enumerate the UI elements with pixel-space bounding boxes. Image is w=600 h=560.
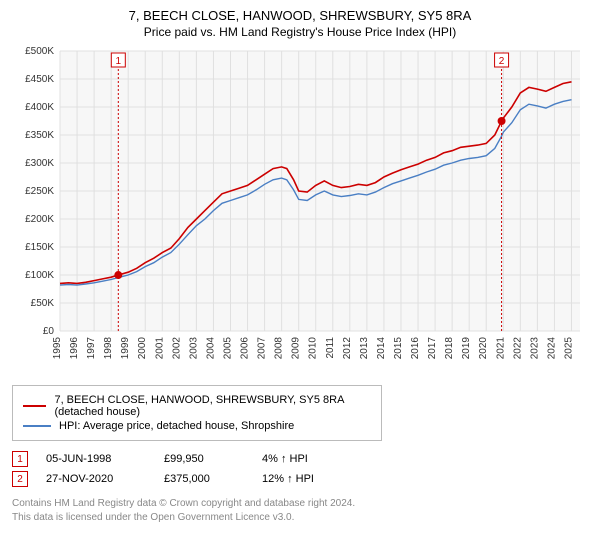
- legend-label: HPI: Average price, detached house, Shro…: [59, 420, 294, 432]
- svg-text:£500K: £500K: [25, 46, 54, 57]
- svg-text:2011: 2011: [325, 337, 336, 359]
- svg-text:2008: 2008: [274, 337, 285, 360]
- legend-label: 7, BEECH CLOSE, HANWOOD, SHREWSBURY, SY5…: [54, 394, 371, 418]
- price-vs-hpi-line-chart: £0 £50K £100K £150K £200K £250K £300K £350K £400…: [12, 45, 588, 375]
- transaction-badge: 2: [12, 471, 28, 487]
- svg-text:£150K: £150K: [25, 242, 54, 253]
- svg-text:2023: 2023: [529, 337, 540, 360]
- transaction-row: 1 05-JUN-1998 £99,950 4% ↑ HPI: [12, 451, 588, 467]
- svg-text:2006: 2006: [240, 337, 251, 360]
- svg-text:2022: 2022: [512, 337, 523, 360]
- svg-text:2010: 2010: [308, 337, 319, 360]
- svg-text:£250K: £250K: [25, 186, 54, 197]
- svg-text:2005: 2005: [222, 337, 233, 360]
- transactions-table: 1 05-JUN-1998 £99,950 4% ↑ HPI 2 27-NOV-2020 £…: [12, 451, 588, 487]
- svg-text:£400K: £400K: [25, 102, 54, 113]
- svg-text:1995: 1995: [52, 337, 63, 360]
- svg-text:1998: 1998: [103, 337, 114, 360]
- svg-text:1997: 1997: [86, 337, 97, 360]
- transaction-date: 27-NOV-2020: [46, 473, 146, 485]
- transaction-delta: 4% ↑ HPI: [262, 453, 308, 465]
- svg-text:2025: 2025: [563, 337, 574, 360]
- svg-text:2: 2: [499, 56, 505, 67]
- svg-text:£0: £0: [43, 326, 55, 337]
- svg-text:2001: 2001: [154, 337, 165, 360]
- svg-text:1999: 1999: [120, 337, 131, 360]
- svg-text:£100K: £100K: [25, 270, 54, 281]
- svg-text:2017: 2017: [427, 337, 438, 360]
- svg-text:2016: 2016: [410, 337, 421, 360]
- transaction-price: £375,000: [164, 473, 244, 485]
- svg-text:2004: 2004: [205, 337, 216, 360]
- svg-text:2003: 2003: [188, 337, 199, 360]
- attribution-line-2: This data is licensed under the Open Gov…: [12, 511, 588, 525]
- attribution-line-1: Contains HM Land Registry data © Crown c…: [12, 497, 588, 511]
- chart-subtitle: Price paid vs. HM Land Registry's House …: [12, 25, 588, 39]
- svg-text:2014: 2014: [376, 337, 387, 360]
- attribution-text: Contains HM Land Registry data © Crown c…: [12, 497, 588, 524]
- svg-text:2020: 2020: [478, 337, 489, 360]
- svg-text:2002: 2002: [171, 337, 182, 360]
- chart-title-block: 7, BEECH CLOSE, HANWOOD, SHREWSBURY, SY5…: [12, 8, 588, 39]
- svg-text:£300K: £300K: [25, 158, 54, 169]
- legend-item: HPI: Average price, detached house, Shro…: [23, 420, 371, 432]
- svg-text:2007: 2007: [257, 337, 268, 360]
- svg-text:£50K: £50K: [31, 298, 55, 309]
- legend-swatch: [23, 405, 46, 407]
- svg-text:2012: 2012: [342, 337, 353, 360]
- chart-container: £0 £50K £100K £150K £200K £250K £300K £350K £400…: [12, 45, 588, 375]
- svg-text:2024: 2024: [546, 337, 557, 360]
- transaction-date: 05-JUN-1998: [46, 453, 146, 465]
- svg-text:2015: 2015: [393, 337, 404, 360]
- legend-swatch: [23, 425, 51, 427]
- transaction-delta: 12% ↑ HPI: [262, 473, 314, 485]
- chart-legend: 7, BEECH CLOSE, HANWOOD, SHREWSBURY, SY5…: [12, 385, 382, 441]
- svg-text:2018: 2018: [444, 337, 455, 360]
- svg-text:2009: 2009: [291, 337, 302, 360]
- svg-text:1: 1: [116, 56, 122, 67]
- svg-text:£200K: £200K: [25, 214, 54, 225]
- legend-item: 7, BEECH CLOSE, HANWOOD, SHREWSBURY, SY5…: [23, 394, 371, 418]
- svg-text:£450K: £450K: [25, 74, 54, 85]
- svg-text:2000: 2000: [137, 337, 148, 360]
- svg-text:£350K: £350K: [25, 130, 54, 141]
- transaction-row: 2 27-NOV-2020 £375,000 12% ↑ HPI: [12, 471, 588, 487]
- svg-text:1996: 1996: [69, 337, 80, 360]
- transaction-price: £99,950: [164, 453, 244, 465]
- transaction-badge: 1: [12, 451, 28, 467]
- svg-text:2019: 2019: [461, 337, 472, 360]
- svg-text:2021: 2021: [495, 337, 506, 360]
- chart-title: 7, BEECH CLOSE, HANWOOD, SHREWSBURY, SY5…: [12, 8, 588, 23]
- svg-text:2013: 2013: [359, 337, 370, 360]
